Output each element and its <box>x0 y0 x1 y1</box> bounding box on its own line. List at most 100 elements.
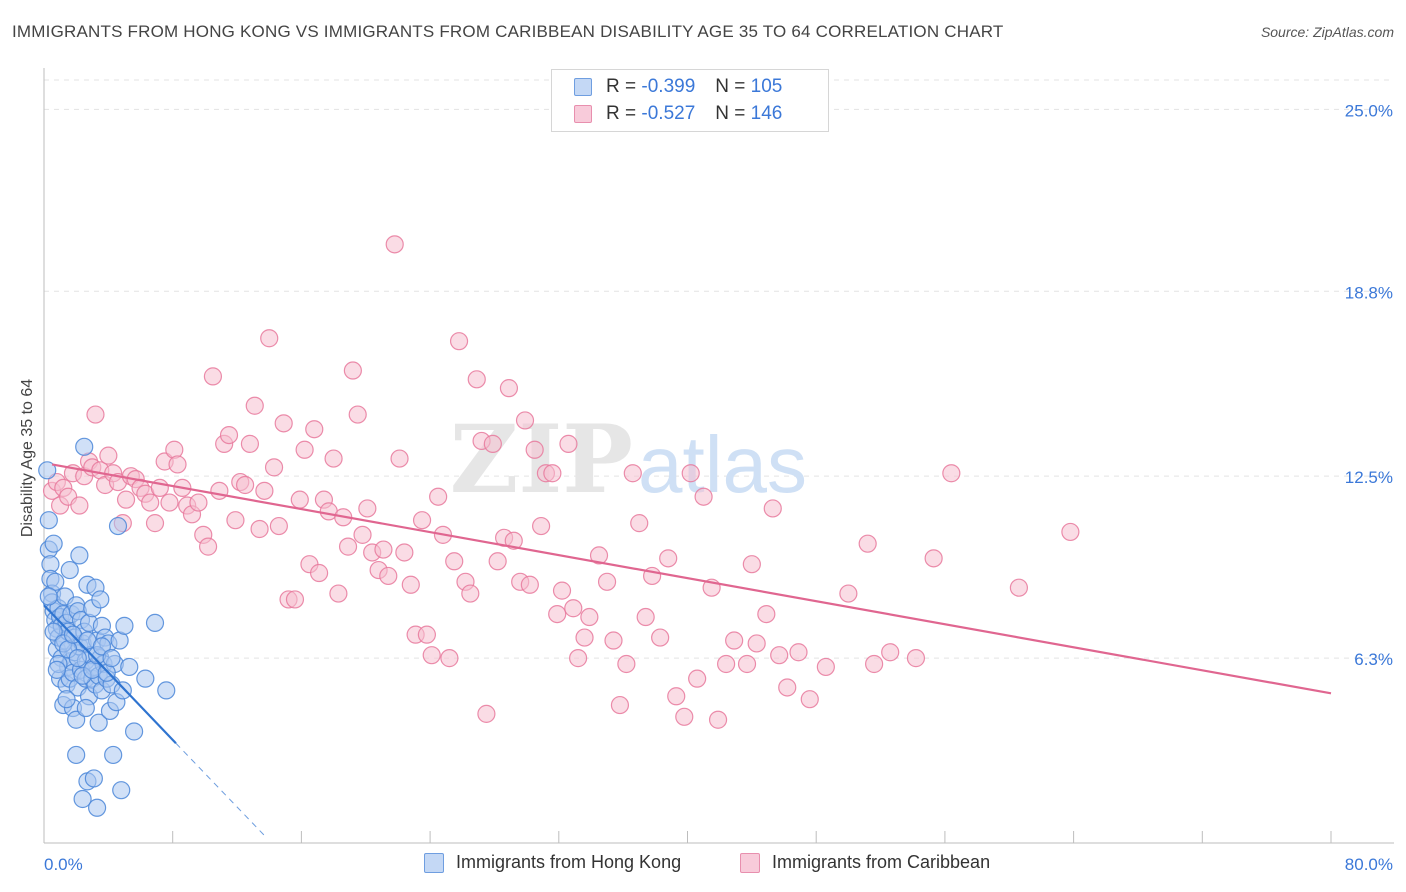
caribbean-point <box>305 420 324 439</box>
caribbean-point <box>865 654 884 674</box>
caribbean-point <box>667 687 686 706</box>
hk-point <box>60 560 79 580</box>
caribbean-point <box>412 511 432 530</box>
caribbean-point <box>742 555 761 574</box>
caribbean-point <box>708 710 728 729</box>
caribbean-point <box>477 704 496 723</box>
caribbean-point <box>543 464 562 483</box>
caribbean-point <box>250 519 269 539</box>
caribbean-point <box>145 514 165 533</box>
hk-point <box>76 698 95 718</box>
legend-n-value-car: 146 <box>750 103 783 124</box>
caribbean-point <box>559 434 578 453</box>
caribbean-point <box>449 332 469 351</box>
caribbean-point <box>623 464 642 483</box>
caribbean-point <box>906 649 926 668</box>
caribbean-point <box>189 493 208 512</box>
caribbean-point <box>659 549 678 568</box>
hk-point <box>113 681 132 700</box>
watermark-atlas: atlas <box>638 420 807 509</box>
caribbean-point <box>552 581 572 600</box>
caribbean-point <box>942 464 961 483</box>
caribbean-point <box>290 490 309 509</box>
hk-point <box>67 710 86 729</box>
caribbean-point <box>597 572 617 591</box>
caribbean-point <box>757 604 776 624</box>
hk-point <box>44 534 63 553</box>
caribbean-point <box>358 499 377 518</box>
y-tick-label: 6.3% <box>1354 650 1393 669</box>
legend-r-label-car: R = <box>606 103 637 124</box>
hk-point <box>87 798 107 817</box>
hk-point <box>102 649 121 668</box>
caribbean-point <box>461 584 480 603</box>
caribbean-point <box>675 707 694 726</box>
caribbean-point <box>141 493 160 512</box>
caribbean-point <box>580 607 599 627</box>
points-layer <box>38 235 1080 817</box>
caribbean-point <box>504 531 523 550</box>
caribbean-point <box>285 590 305 609</box>
hk-point <box>44 622 63 641</box>
hk-point <box>73 789 92 809</box>
caribbean-point <box>203 367 223 386</box>
caribbean-point <box>532 516 551 536</box>
caribbean-point <box>274 414 293 433</box>
watermark-zip: ZIP <box>450 405 633 515</box>
caribbean-point <box>422 646 441 665</box>
caribbean-point <box>445 552 464 571</box>
caribbean-point <box>737 654 757 674</box>
caribbean-point <box>390 449 409 468</box>
hk-point <box>67 745 86 765</box>
caribbean-point <box>374 540 393 559</box>
caribbean-point <box>1009 578 1029 597</box>
hk-point <box>68 649 87 668</box>
caribbean-point <box>385 235 404 254</box>
series-legend-car: Immigrants from Caribbean <box>740 852 990 873</box>
caribbean-point <box>525 440 544 459</box>
legend-swatch-hk <box>574 78 592 96</box>
caribbean-point <box>324 449 343 468</box>
caribbean-point <box>604 631 623 650</box>
hk-point <box>47 660 66 679</box>
caribbean-point <box>219 425 239 445</box>
series-label-car: Immigrants from Caribbean <box>772 852 991 872</box>
grid-layer <box>44 79 1394 659</box>
caribbean-point <box>245 396 264 415</box>
series-label-hk: Immigrants from Hong Kong <box>456 852 682 872</box>
caribbean-point <box>255 481 274 500</box>
legend-n-value-hk: 105 <box>750 76 783 97</box>
caribbean-point <box>160 493 179 512</box>
caribbean-point <box>778 678 797 697</box>
caribbean-point <box>348 405 367 424</box>
tick-labels: 6.3% 12.5% 18.8% 25.0% 0.0% 80.0% <box>44 101 1393 874</box>
legend-r-label-hk: R = <box>606 76 637 97</box>
hk-point <box>136 669 155 688</box>
hk-point <box>89 713 108 732</box>
caribbean-point <box>575 628 594 647</box>
hk-point <box>57 690 76 709</box>
caribbean-point <box>395 543 414 562</box>
caribbean-point <box>467 370 486 389</box>
series-swatch-hk <box>424 852 444 873</box>
caribbean-point <box>881 643 900 662</box>
caribbean-point <box>329 584 348 603</box>
hk-trendline-extension <box>175 742 267 838</box>
y-tick-label: 18.8% <box>1345 283 1393 302</box>
caribbean-point <box>309 563 329 583</box>
x-tick-label: 0.0% <box>44 855 83 874</box>
series-swatch-car <box>740 852 760 873</box>
caribbean-point <box>264 458 284 477</box>
caribbean-point <box>260 329 279 348</box>
caribbean-point <box>630 514 649 533</box>
caribbean-point <box>269 516 288 536</box>
legend-r-value-car: -0.527 <box>641 103 696 124</box>
caribbean-point <box>717 654 736 674</box>
y-tick-label: 25.0% <box>1345 101 1393 120</box>
caribbean-point <box>483 434 502 453</box>
caribbean-point <box>688 669 707 688</box>
caribbean-point <box>636 607 655 627</box>
hk-point <box>92 637 112 656</box>
caribbean-point <box>116 490 136 509</box>
